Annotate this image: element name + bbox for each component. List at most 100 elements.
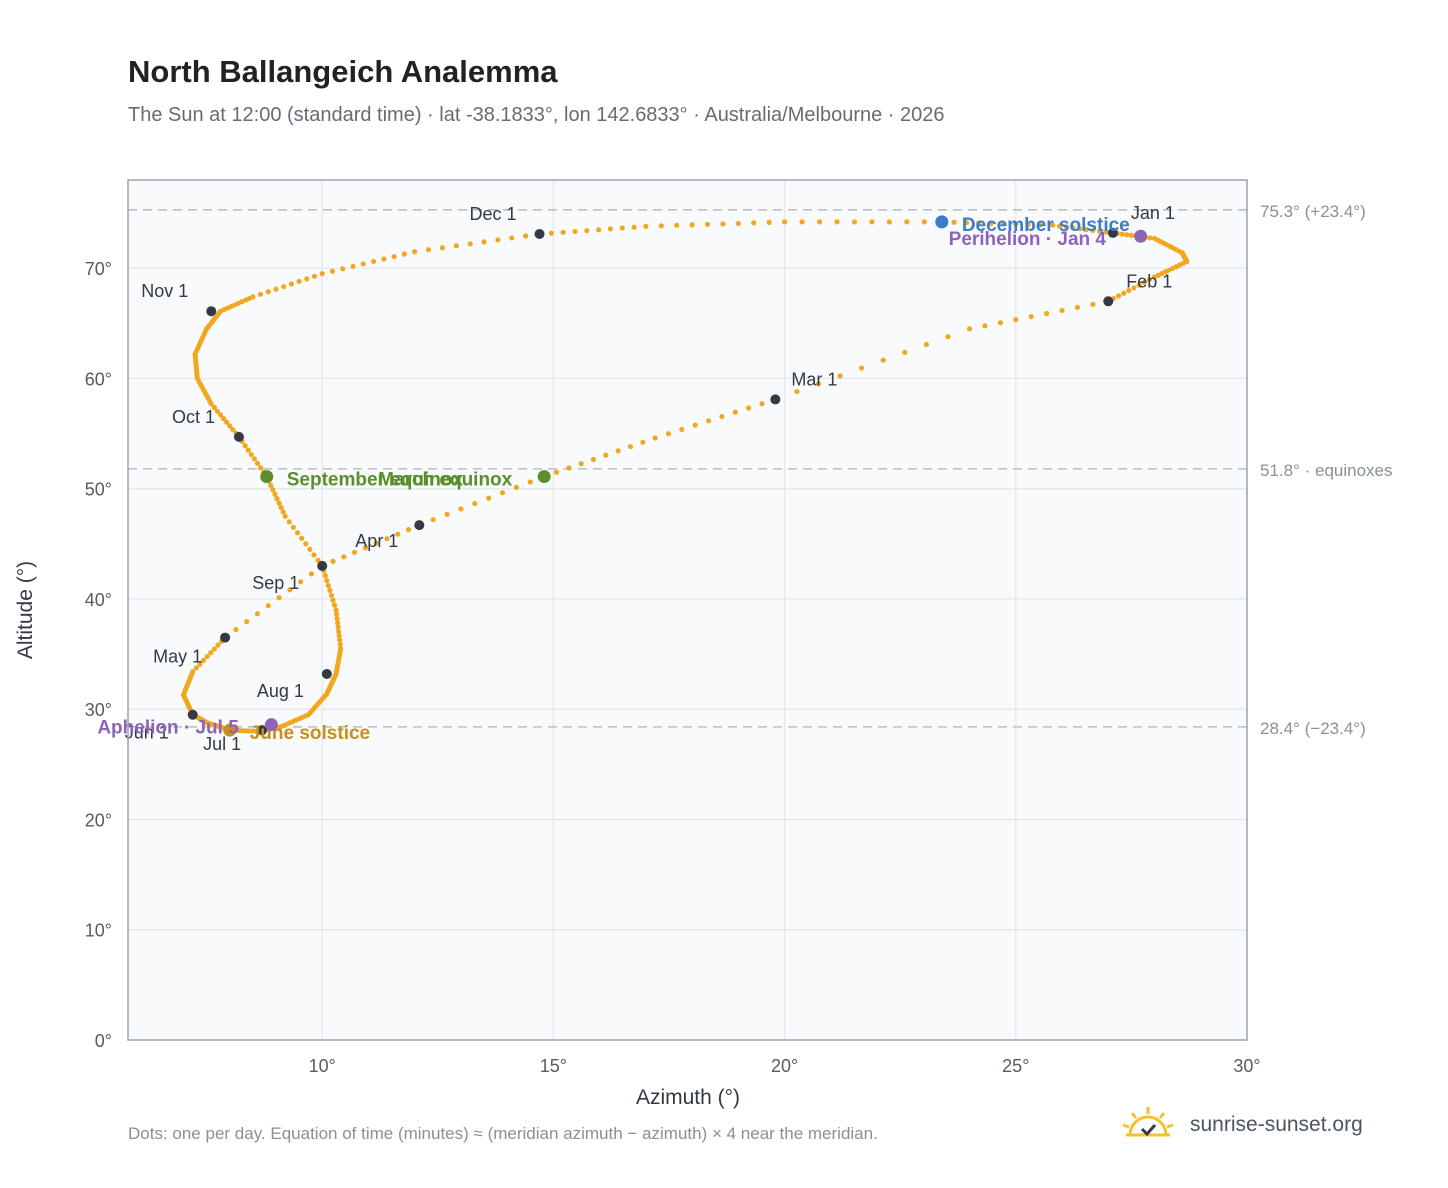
daily-sun-dot <box>276 595 282 601</box>
daily-sun-dot <box>1115 293 1122 299</box>
event-label: Perihelion · Jan 4 <box>949 229 1107 250</box>
daily-sun-dot <box>467 241 473 247</box>
daily-sun-dot <box>233 627 239 633</box>
daily-sun-dot <box>945 334 951 340</box>
daily-sun-dot <box>1147 235 1153 241</box>
daily-sun-dot <box>1063 224 1069 230</box>
daily-sun-dot <box>759 401 765 407</box>
y-tick-label: 50° <box>85 480 112 500</box>
daily-sun-dot <box>495 237 501 243</box>
month-marker <box>220 632 231 643</box>
daily-sun-dot <box>254 460 261 466</box>
daily-sun-dot <box>631 224 637 230</box>
daily-sun-dot <box>287 587 293 593</box>
daily-sun-dot <box>272 491 278 497</box>
daily-sun-dot <box>782 219 788 225</box>
plot-frame <box>127 179 1248 1041</box>
daily-sun-dot <box>330 558 336 564</box>
daily-sun-dot <box>963 220 970 226</box>
month-label: Feb 1 <box>1126 271 1172 291</box>
daily-sun-dot <box>527 479 533 485</box>
daily-sun-dot <box>1056 223 1063 229</box>
daily-sun-dot <box>658 223 664 229</box>
daily-sun-dot <box>336 628 342 635</box>
daily-sun-dot <box>248 451 254 458</box>
daily-sun-dot <box>869 219 875 225</box>
daily-sun-dot <box>324 577 330 584</box>
brand-name: sunrise-sunset.org <box>1190 1113 1363 1136</box>
daily-sun-dot <box>643 223 649 229</box>
daily-sun-dot <box>815 381 822 387</box>
event-marker <box>935 215 949 229</box>
month-label: Dec 1 <box>470 204 517 224</box>
daily-sun-dot <box>453 243 459 249</box>
daily-sun-dot <box>299 535 305 541</box>
daily-sun-dot <box>679 426 685 433</box>
daily-sun-dot <box>1028 313 1034 320</box>
daily-sun-dot <box>735 220 741 226</box>
event-marker <box>260 470 274 484</box>
daily-sun-dot <box>288 281 294 287</box>
month-marker <box>770 394 781 405</box>
month-label: Jan 1 <box>1131 203 1175 223</box>
daily-sun-dot <box>330 597 336 603</box>
daily-sun-dot <box>230 426 236 433</box>
daily-sun-dot <box>274 496 280 502</box>
y-tick-label: 20° <box>85 810 112 830</box>
daily-sun-dot <box>1119 231 1125 237</box>
daily-sun-dot <box>1090 227 1096 233</box>
daily-sun-dot <box>341 554 347 560</box>
daily-sun-dot <box>319 271 325 277</box>
month-label: May 1 <box>153 647 202 667</box>
y-tick-label: 40° <box>85 590 112 610</box>
daily-sun-dot <box>412 249 418 255</box>
daily-sun-dot <box>1037 222 1044 228</box>
daily-sun-dot <box>859 365 865 371</box>
footnote: Dots: one per day. Equation of time (min… <box>128 1124 878 1143</box>
daily-sun-dot <box>200 657 207 663</box>
daily-sun-dot <box>270 487 276 493</box>
event-label: September equinox <box>287 470 464 491</box>
daily-sun-dot <box>296 278 302 285</box>
daily-sun-dot <box>794 388 800 395</box>
x-tick-label: 10° <box>309 1056 336 1076</box>
daily-sun-dot <box>298 579 304 585</box>
y-tick-label: 60° <box>85 369 112 389</box>
month-label: Jul 1 <box>203 734 241 754</box>
daily-sun-dot <box>988 220 994 226</box>
daily-sun-dot <box>333 611 340 617</box>
daily-sun-dot <box>1076 226 1083 232</box>
daily-sun-dot <box>338 645 344 652</box>
month-label: Nov 1 <box>141 281 188 301</box>
month-marker <box>414 520 425 531</box>
daily-sun-dot <box>276 500 282 506</box>
daily-sun-dot <box>370 258 377 265</box>
chart-title: North Ballangeich Analemma <box>128 54 558 89</box>
month-label: Jun 1 <box>125 723 169 743</box>
daily-sun-dot <box>362 545 368 551</box>
event-marker <box>223 723 237 737</box>
event-label: December solstice <box>962 215 1130 236</box>
daily-sun-dot <box>281 283 287 290</box>
daily-sun-dot <box>327 587 333 593</box>
daily-sun-dot <box>1131 285 1137 291</box>
daily-sun-dot <box>652 435 658 441</box>
daily-sun-dot <box>220 415 227 422</box>
daily-sun-dot <box>705 418 712 424</box>
daily-sun-dot <box>381 256 387 262</box>
daily-sun-dot <box>578 461 584 467</box>
daily-sun-dot <box>1050 222 1056 228</box>
daily-sun-dot <box>1124 232 1130 238</box>
daily-sun-dot <box>360 261 366 267</box>
daily-sun-dot <box>336 633 342 639</box>
daily-sun-dot <box>886 219 893 225</box>
daily-sun-dot <box>834 219 840 225</box>
brand-logo[interactable]: sunrise-sunset.org <box>1120 1100 1363 1150</box>
daily-sun-dot <box>211 646 217 652</box>
daily-sun-dot <box>439 245 446 251</box>
event-label: June solstice <box>250 723 370 744</box>
daily-sun-dot <box>308 571 315 577</box>
daily-sun-dot <box>590 456 597 463</box>
daily-sun-dot <box>304 276 310 282</box>
